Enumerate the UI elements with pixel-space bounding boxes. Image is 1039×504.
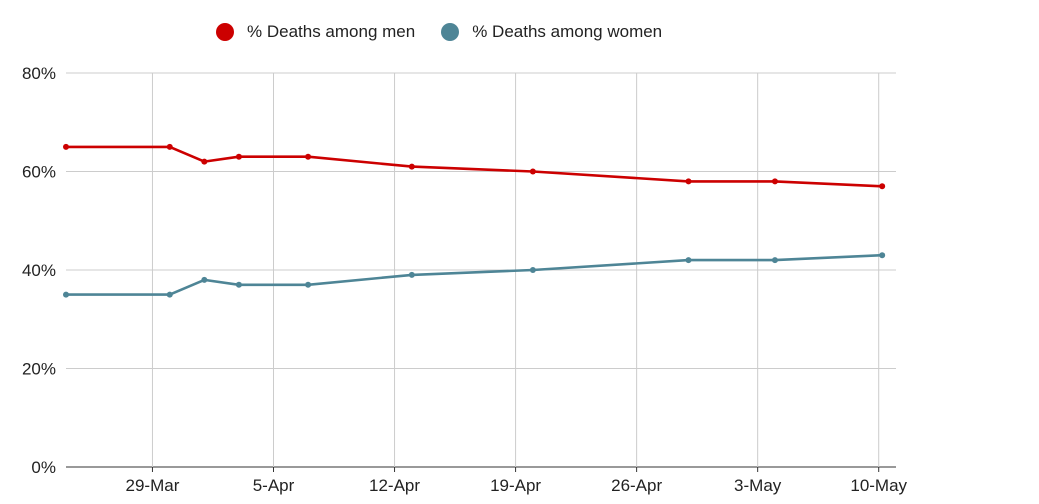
series-0-point-9 xyxy=(879,183,886,190)
y-tick-label-20: 20% xyxy=(22,360,56,379)
y-tick-label-40: 40% xyxy=(22,261,56,280)
x-tick-label-4: 26-Apr xyxy=(611,476,662,495)
legend-label-men: % Deaths among men xyxy=(247,22,416,41)
series-0-point-4 xyxy=(305,153,312,160)
legend: % Deaths among men % Deaths among women xyxy=(216,22,688,42)
x-tick-label-2: 12-Apr xyxy=(369,476,420,495)
legend-item-men[interactable]: % Deaths among men xyxy=(216,22,415,42)
series-1-point-9 xyxy=(879,252,886,259)
legend-label-women: % Deaths among women xyxy=(472,22,663,41)
x-tick-label-6: 10-May xyxy=(850,476,907,495)
series-1-point-3 xyxy=(235,281,242,288)
series-1-point-7 xyxy=(685,257,692,264)
series-0-point-2 xyxy=(201,158,208,165)
series-0-point-3 xyxy=(235,153,242,160)
x-tick-label-1: 5-Apr xyxy=(253,476,295,495)
series-1-point-2 xyxy=(201,276,208,283)
legend-item-women[interactable]: % Deaths among women xyxy=(441,22,662,42)
series-1-point-4 xyxy=(305,281,312,288)
series-0-point-5 xyxy=(408,163,415,170)
legend-marker-men xyxy=(216,23,234,41)
x-tick-label-3: 19-Apr xyxy=(490,476,541,495)
series-0-point-1 xyxy=(166,143,173,150)
series-0-point-6 xyxy=(529,168,536,175)
series-0-point-7 xyxy=(685,178,692,185)
series-1-point-8 xyxy=(771,257,778,264)
series-0-point-8 xyxy=(771,178,778,185)
y-tick-label-0: 0% xyxy=(31,458,56,477)
series-line-1 xyxy=(66,253,883,296)
series-1-point-6 xyxy=(529,267,536,273)
y-tick-label-80: 80% xyxy=(22,64,56,83)
series-0-point-0 xyxy=(63,143,69,150)
legend-marker-women xyxy=(441,23,460,41)
series-1-point-5 xyxy=(408,271,415,278)
y-tick-label-60: 60% xyxy=(22,163,56,182)
series-line-0 xyxy=(66,145,883,188)
series-1-point-0 xyxy=(63,291,69,298)
x-tick-label-5: 3-May xyxy=(734,476,782,495)
x-tick-label-0: 29-Mar xyxy=(126,476,180,495)
series-1-point-1 xyxy=(166,291,173,298)
